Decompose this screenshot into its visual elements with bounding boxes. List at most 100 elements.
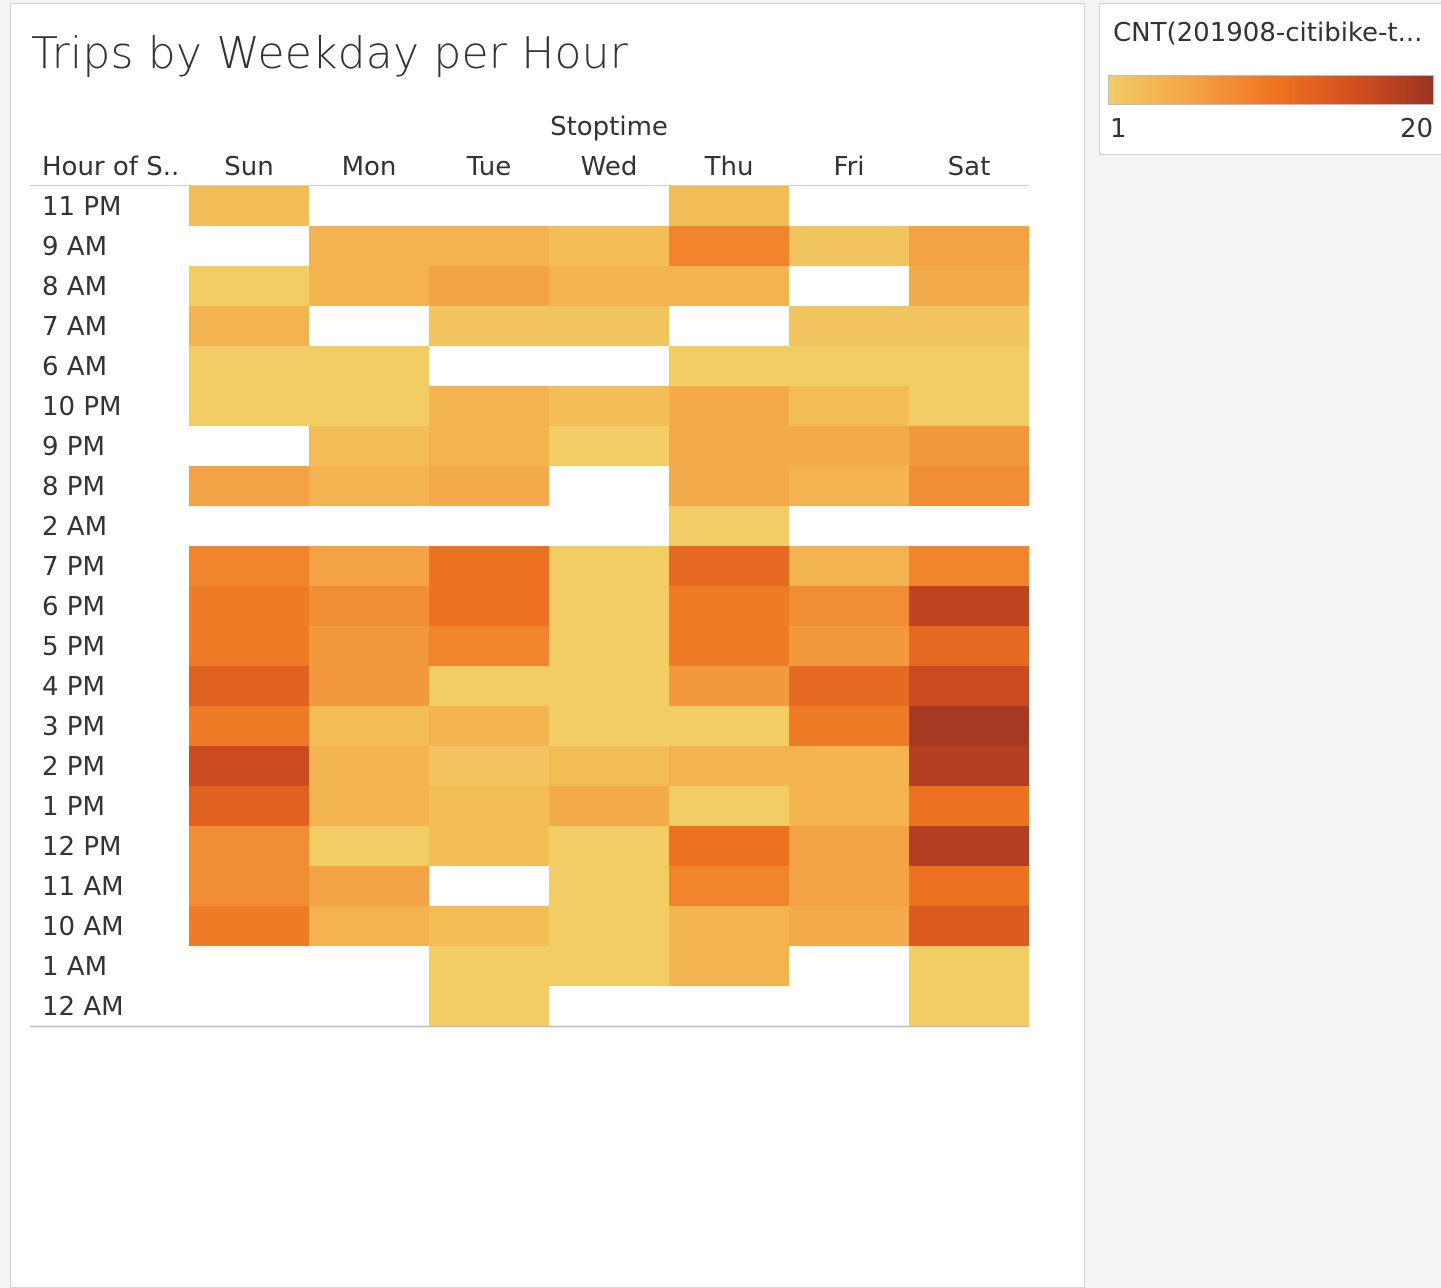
heatmap-cell[interactable] — [909, 906, 1029, 946]
heatmap-cell[interactable] — [909, 306, 1029, 346]
heatmap-cell[interactable] — [429, 666, 549, 706]
heatmap-cell[interactable] — [669, 786, 789, 826]
heatmap-cell[interactable] — [429, 746, 549, 786]
heatmap-cell[interactable] — [669, 586, 789, 626]
heatmap-cell[interactable] — [189, 826, 309, 866]
heatmap-cell[interactable] — [669, 466, 789, 506]
heatmap-cell[interactable] — [909, 746, 1029, 786]
heatmap-cell[interactable] — [549, 386, 669, 426]
heatmap-cell[interactable] — [669, 506, 789, 546]
heatmap-cell[interactable] — [549, 666, 669, 706]
heatmap-cell[interactable] — [189, 666, 309, 706]
heatmap-cell[interactable] — [789, 666, 909, 706]
heatmap-cell[interactable] — [549, 586, 669, 626]
heatmap-cell[interactable] — [309, 626, 429, 666]
heatmap-cell[interactable] — [669, 826, 789, 866]
heatmap-cell[interactable] — [429, 626, 549, 666]
heatmap-cell[interactable] — [909, 346, 1029, 386]
heatmap-cell[interactable] — [189, 346, 309, 386]
heatmap-cell[interactable] — [309, 266, 429, 306]
heatmap-cell[interactable] — [909, 266, 1029, 306]
heatmap-cell[interactable] — [549, 906, 669, 946]
heatmap-cell[interactable] — [669, 866, 789, 906]
heatmap-cell[interactable] — [309, 426, 429, 466]
heatmap-cell[interactable] — [429, 706, 549, 746]
heatmap-cell[interactable] — [549, 226, 669, 266]
heatmap-cell[interactable] — [309, 706, 429, 746]
heatmap-cell[interactable] — [789, 306, 909, 346]
heatmap-cell[interactable] — [909, 786, 1029, 826]
heatmap-cell[interactable] — [549, 626, 669, 666]
heatmap-cell[interactable] — [669, 946, 789, 986]
heatmap-cell[interactable] — [429, 786, 549, 826]
heatmap-cell[interactable] — [669, 266, 789, 306]
heatmap-cell[interactable] — [549, 946, 669, 986]
heatmap-cell[interactable] — [429, 386, 549, 426]
heatmap-cell[interactable] — [669, 746, 789, 786]
heatmap-cell[interactable] — [309, 466, 429, 506]
heatmap-cell[interactable] — [309, 826, 429, 866]
heatmap-cell[interactable] — [429, 466, 549, 506]
heatmap-cell[interactable] — [549, 266, 669, 306]
heatmap-cell[interactable] — [909, 226, 1029, 266]
heatmap-cell[interactable] — [669, 906, 789, 946]
heatmap-cell[interactable] — [909, 666, 1029, 706]
heatmap-cell[interactable] — [789, 226, 909, 266]
heatmap-cell[interactable] — [189, 746, 309, 786]
heatmap-cell[interactable] — [189, 266, 309, 306]
heatmap-cell[interactable] — [309, 666, 429, 706]
heatmap-cell[interactable] — [309, 786, 429, 826]
heatmap-cell[interactable] — [669, 626, 789, 666]
heatmap-cell[interactable] — [789, 706, 909, 746]
heatmap-cell[interactable] — [789, 466, 909, 506]
heatmap-cell[interactable] — [309, 746, 429, 786]
heatmap-cell[interactable] — [549, 306, 669, 346]
heatmap-cell[interactable] — [309, 546, 429, 586]
heatmap-cell[interactable] — [429, 426, 549, 466]
heatmap-cell[interactable] — [669, 546, 789, 586]
heatmap-cell[interactable] — [909, 706, 1029, 746]
heatmap-cell[interactable] — [309, 226, 429, 266]
heatmap-cell[interactable] — [789, 346, 909, 386]
heatmap-cell[interactable] — [429, 946, 549, 986]
heatmap-cell[interactable] — [909, 946, 1029, 986]
heatmap-cell[interactable] — [909, 546, 1029, 586]
heatmap-cell[interactable] — [189, 586, 309, 626]
heatmap-cell[interactable] — [189, 466, 309, 506]
heatmap-cell[interactable] — [909, 986, 1029, 1026]
heatmap-cell[interactable] — [669, 666, 789, 706]
heatmap-cell[interactable] — [669, 426, 789, 466]
heatmap-cell[interactable] — [789, 866, 909, 906]
heatmap-cell[interactable] — [789, 786, 909, 826]
heatmap-cell[interactable] — [429, 546, 549, 586]
heatmap-cell[interactable] — [789, 546, 909, 586]
heatmap-cell[interactable] — [789, 586, 909, 626]
heatmap-cell[interactable] — [189, 866, 309, 906]
heatmap-cell[interactable] — [309, 346, 429, 386]
heatmap-cell[interactable] — [549, 426, 669, 466]
heatmap-cell[interactable] — [309, 906, 429, 946]
heatmap-cell[interactable] — [669, 706, 789, 746]
heatmap-cell[interactable] — [789, 906, 909, 946]
heatmap-cell[interactable] — [429, 586, 549, 626]
heatmap-cell[interactable] — [189, 626, 309, 666]
heatmap-cell[interactable] — [429, 826, 549, 866]
heatmap-cell[interactable] — [549, 546, 669, 586]
heatmap-cell[interactable] — [669, 186, 789, 226]
heatmap-cell[interactable] — [429, 986, 549, 1026]
heatmap-cell[interactable] — [549, 826, 669, 866]
heatmap-cell[interactable] — [189, 546, 309, 586]
heatmap-cell[interactable] — [669, 386, 789, 426]
heatmap-cell[interactable] — [909, 386, 1029, 426]
heatmap-cell[interactable] — [789, 386, 909, 426]
heatmap-cell[interactable] — [189, 906, 309, 946]
heatmap-cell[interactable] — [789, 826, 909, 866]
heatmap-cell[interactable] — [309, 386, 429, 426]
heatmap-cell[interactable] — [189, 186, 309, 226]
heatmap-cell[interactable] — [309, 586, 429, 626]
heatmap-cell[interactable] — [429, 906, 549, 946]
heatmap-cell[interactable] — [549, 866, 669, 906]
heatmap-cell[interactable] — [789, 426, 909, 466]
heatmap-cell[interactable] — [669, 346, 789, 386]
heatmap-cell[interactable] — [309, 866, 429, 906]
